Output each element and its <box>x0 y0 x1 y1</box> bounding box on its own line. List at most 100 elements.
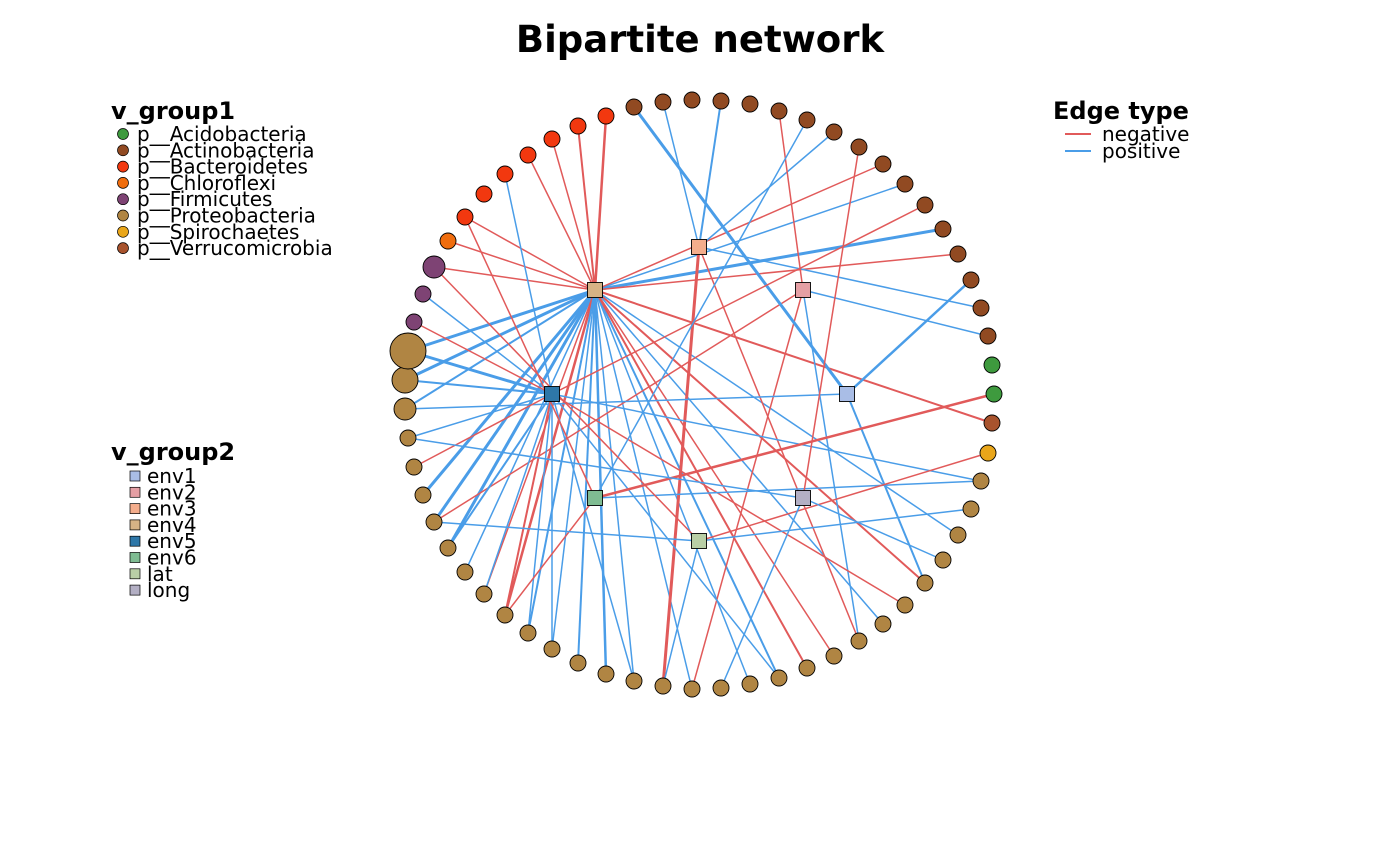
positive-edge <box>404 393 848 410</box>
taxon-node <box>916 574 934 592</box>
taxon-node <box>916 196 934 214</box>
taxon-node <box>654 93 672 111</box>
negative-edge <box>433 266 700 542</box>
negative-edge <box>551 138 596 291</box>
negative-edge <box>551 393 906 606</box>
figure-title: Bipartite network <box>516 18 886 61</box>
negative-edge <box>594 289 993 424</box>
positive-edge <box>802 497 944 561</box>
positive-edge <box>594 227 944 292</box>
positive-edge <box>662 101 700 248</box>
legend-group1-swatch <box>117 128 129 140</box>
taxon-node <box>439 232 457 250</box>
legend-edge-label: positive <box>1102 139 1180 163</box>
positive-edge <box>594 289 959 536</box>
legend-group1-label: p__Firmicutes <box>137 187 272 211</box>
taxon-node <box>983 356 1001 374</box>
positive-edge <box>594 480 982 499</box>
taxon-node <box>934 551 952 569</box>
legend-group1-swatch <box>117 225 129 238</box>
positive-edge <box>720 497 804 689</box>
taxon-node <box>949 245 967 263</box>
legend-group2-swatch <box>129 568 141 580</box>
positive-edge <box>594 119 808 499</box>
positive-edge <box>407 288 596 353</box>
positive-edge <box>446 289 597 549</box>
legend-group2-swatch <box>129 470 141 482</box>
negative-edge <box>503 289 597 616</box>
taxon-node <box>519 146 537 164</box>
legend-edge-label: negative <box>1102 122 1189 146</box>
taxon-node <box>896 596 914 614</box>
taxon-node <box>972 299 990 317</box>
taxon-node <box>475 185 493 203</box>
legend-group2-label: env6 <box>147 546 197 570</box>
legend-group1: v_group1 p__Acidobacteriap__Actinobacter… <box>111 97 333 260</box>
legend-group2-title: v_group2 <box>111 438 235 466</box>
taxon-node <box>414 285 432 303</box>
taxon-node <box>741 95 759 113</box>
taxon-node <box>425 513 443 531</box>
taxon-node <box>934 220 952 238</box>
taxon-node <box>439 539 457 557</box>
positive-edge <box>421 289 597 496</box>
negative-edge <box>594 253 959 291</box>
legend-group2-swatch <box>129 486 141 498</box>
env-node-env6 <box>587 490 603 506</box>
positive-edge <box>407 393 553 439</box>
legend-group1-label: p__Acidobacteria <box>137 122 307 146</box>
taxon-node <box>456 563 474 581</box>
taxon-node <box>414 486 432 504</box>
negative-edge <box>594 289 808 669</box>
legend-edge-title: Edge type <box>1053 97 1189 125</box>
taxon-node <box>962 500 980 518</box>
negative-edge <box>661 246 701 687</box>
positive-edge <box>407 349 553 396</box>
taxon-node <box>569 117 587 135</box>
legend-group2-swatch <box>129 519 141 531</box>
positive-edge <box>594 289 635 682</box>
taxon-node <box>389 332 427 370</box>
legend-group2-label: lat <box>147 562 173 586</box>
taxon-node <box>543 130 561 148</box>
positive-edge <box>433 521 700 542</box>
taxon-node <box>654 677 672 695</box>
positive-edge <box>594 289 693 690</box>
positive-edge <box>662 540 700 687</box>
taxon-node <box>597 665 615 683</box>
negative-edge <box>483 289 596 595</box>
taxon-node <box>393 397 417 421</box>
taxon-node <box>979 327 997 345</box>
env-node-env1 <box>839 386 855 402</box>
positive-edge <box>594 289 780 679</box>
negative-edge <box>594 392 995 500</box>
taxon-node <box>972 472 990 490</box>
positive-edge <box>594 183 906 291</box>
taxon-node <box>874 155 892 173</box>
taxon-node <box>712 679 730 697</box>
legend-group1-swatch <box>117 144 129 157</box>
legend-group1-label: p__Verrucomicrobia <box>137 236 333 260</box>
env-node-env4 <box>587 282 603 298</box>
negative-edge <box>433 289 804 523</box>
positive-edge <box>551 393 780 679</box>
legend-group2-label: env1 <box>147 464 197 488</box>
taxon-node <box>983 414 1001 432</box>
network-nodes <box>389 91 1003 698</box>
taxon-node <box>405 458 423 476</box>
positive-edge <box>404 379 553 395</box>
taxon-node <box>798 659 816 677</box>
taxon-node <box>625 672 643 690</box>
legend-group1-label: p__Actinobacteria <box>137 138 314 162</box>
taxon-node <box>825 647 843 665</box>
taxon-node <box>770 669 788 687</box>
legend-group2-label: env4 <box>147 513 197 537</box>
negative-edge <box>527 154 596 291</box>
legend-group1-swatch <box>117 242 129 254</box>
positive-edge <box>698 508 972 542</box>
positive-edge <box>594 289 884 625</box>
negative-edge <box>504 393 553 616</box>
taxon-node <box>399 429 417 447</box>
legend-group2-swatch <box>129 503 141 514</box>
legend-group2-swatch <box>129 584 141 596</box>
